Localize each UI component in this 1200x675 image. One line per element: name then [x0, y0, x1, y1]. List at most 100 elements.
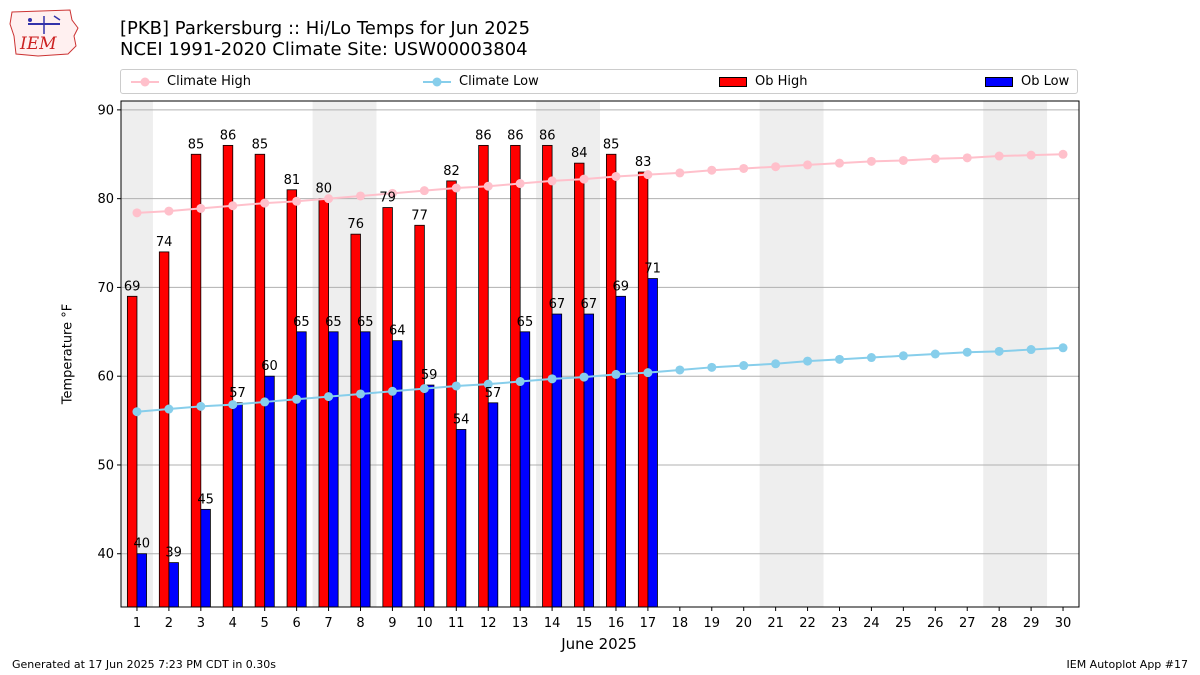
ob-high-value-label: 84 [571, 146, 588, 161]
ob-low-value-label: 39 [165, 546, 182, 561]
legend-label-ob-high: Ob High [755, 74, 808, 89]
ob-high-value-label: 80 [316, 182, 333, 197]
ob-low-bar [647, 278, 658, 608]
ob-low-value-label: 57 [485, 386, 502, 401]
climate-low-point [771, 359, 781, 369]
x-axis-label: June 2025 [561, 635, 637, 653]
ob-low-value-label: 71 [644, 262, 661, 277]
y-tick-label: 70 [97, 281, 114, 296]
x-tick-label: 8 [356, 616, 364, 631]
ob-high-value-label: 86 [475, 128, 492, 143]
climate-low-point [930, 349, 940, 359]
x-tick-label: 16 [608, 616, 625, 631]
ob-low-value-label: 69 [612, 279, 629, 294]
climate-high-point [547, 176, 557, 186]
title-line-1: [PKB] Parkersburg :: Hi/Lo Temps for Jun… [120, 18, 531, 39]
climate-low-point [994, 346, 1004, 356]
ob-low-bar [232, 402, 243, 608]
legend-label-ob-low: Ob Low [1021, 74, 1070, 89]
climate-low-point [292, 394, 302, 404]
ob-low-value-label: 65 [517, 315, 534, 330]
climate-high-point [675, 168, 685, 178]
ob-high-bar-swatch [719, 76, 747, 87]
ob-low-value-label: 65 [357, 315, 374, 330]
climate-high-point [611, 171, 621, 181]
ob-high-bar [478, 144, 489, 608]
ob-high-bar [414, 224, 425, 608]
footer-app: IEM Autoplot App #17 [1066, 658, 1189, 671]
climate-high-point [643, 170, 653, 180]
logo-text: IEM [20, 34, 57, 54]
ob-low-value-label: 60 [261, 359, 278, 374]
ob-low-bar-swatch [985, 76, 1013, 87]
climate-high-point [962, 153, 972, 163]
x-tick-label: 22 [799, 616, 816, 631]
climate-low-point [739, 361, 749, 371]
x-tick-label: 14 [544, 616, 561, 631]
ob-high-value-label: 79 [379, 191, 396, 206]
climate-low-point [547, 374, 557, 384]
x-tick-label: 7 [324, 616, 332, 631]
ob-high-value-label: 69 [124, 279, 141, 294]
ob-high-bar [637, 171, 649, 608]
x-tick-label: 25 [895, 616, 912, 631]
x-tick-label: 17 [640, 616, 657, 631]
ob-high-value-label: 74 [156, 235, 173, 250]
ob-low-bar [168, 562, 179, 608]
x-tick-label: 3 [197, 616, 205, 631]
climate-low-point [324, 392, 334, 402]
ob-low-value-label: 45 [197, 492, 214, 507]
ob-high-bar [605, 153, 617, 608]
x-tick-label: 24 [863, 616, 880, 631]
climate-high-line [136, 153, 1064, 214]
x-tick-label: 12 [480, 616, 497, 631]
climate-low-point [1058, 343, 1068, 353]
climate-low-point [643, 368, 653, 378]
ob-low-value-label: 40 [133, 537, 150, 552]
x-tick-label: 20 [735, 616, 752, 631]
ob-low-bar [200, 508, 211, 608]
ob-high-bar [222, 144, 234, 608]
climate-low-point [451, 381, 461, 391]
iem-logo [8, 6, 80, 58]
climate-low-point [515, 377, 525, 387]
x-tick-label: 5 [261, 616, 269, 631]
weekend-shade [983, 101, 1048, 607]
ob-high-bar [510, 144, 521, 608]
climate-high-point [515, 179, 525, 189]
x-tick-label: 11 [448, 616, 465, 631]
climate-high-point [132, 208, 142, 218]
legend-climate-high: Climate High [131, 70, 251, 93]
climate-low-line [136, 346, 1064, 413]
ob-high-bar [190, 153, 202, 608]
climate-high-point [292, 196, 302, 206]
x-tick-label: 26 [927, 616, 944, 631]
y-tick-label: 40 [97, 547, 114, 562]
ob-low-bar [328, 331, 339, 608]
climate-low-line-swatch [423, 77, 451, 86]
x-tick-label: 29 [1023, 616, 1040, 631]
ob-low-bar [264, 375, 275, 608]
climate-low-point [962, 347, 972, 357]
ob-high-bar [318, 198, 329, 608]
title-line-2: NCEI 1991-2020 Climate Site: USW00003804 [120, 39, 528, 60]
legend-label-climate-low: Climate Low [459, 74, 539, 89]
climate-high-point [771, 162, 781, 172]
climate-low-point [675, 365, 685, 375]
x-tick-label: 10 [416, 616, 433, 631]
ob-low-bar [519, 331, 531, 608]
ob-high-bar [126, 295, 138, 608]
climate-high-point [1058, 149, 1068, 159]
ob-high-value-label: 85 [252, 137, 269, 152]
ob-low-bar [392, 340, 403, 608]
climate-high-point [228, 201, 238, 211]
ob-high-value-label: 81 [284, 173, 301, 188]
ob-low-bar [583, 313, 595, 608]
climate-high-point [835, 158, 844, 168]
ob-low-bar [615, 295, 626, 608]
ob-high-value-label: 83 [635, 155, 652, 170]
ob-high-bar [574, 162, 585, 608]
footer-generated: Generated at 17 Jun 2025 7:23 PM CDT in … [12, 658, 277, 671]
climate-high-point [387, 188, 397, 198]
